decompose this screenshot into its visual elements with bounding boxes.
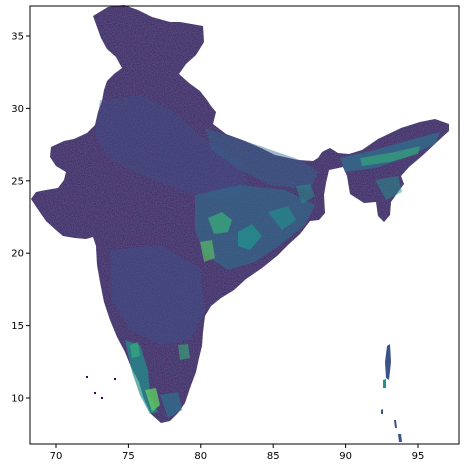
south-green-patch <box>130 342 140 358</box>
y-axis: 35 30 25 20 15 10 <box>11 32 30 405</box>
south-tip-teal <box>160 392 182 418</box>
deccan-shading <box>110 245 205 345</box>
x-tick-label: 95 <box>412 451 425 462</box>
y-tick-label: 15 <box>11 321 24 332</box>
tamil-green <box>178 344 190 360</box>
x-tick-label: 85 <box>267 451 280 462</box>
northeast-green-band <box>360 146 420 166</box>
east-highland-green-3 <box>200 240 215 262</box>
andaman-islands <box>385 344 391 380</box>
y-tick-label: 10 <box>11 394 24 405</box>
y-tick-label: 20 <box>11 249 24 260</box>
east-highland-green-4 <box>268 206 296 230</box>
northwest-shading <box>95 95 250 200</box>
y-tick-label: 25 <box>11 176 24 187</box>
x-tick-label: 90 <box>339 451 352 462</box>
lakshadweep-islands <box>86 376 116 399</box>
landmass-group <box>31 5 449 423</box>
central-plateau <box>195 185 315 270</box>
y-tick-label: 30 <box>11 104 24 115</box>
x-tick-label: 70 <box>50 451 63 462</box>
islands-group <box>86 344 402 442</box>
x-tick-label: 80 <box>194 451 207 462</box>
andaman-islands-south <box>383 379 386 388</box>
east-highland-green-1 <box>208 212 232 234</box>
axes-frame <box>29 5 460 445</box>
gangetic-shading <box>205 128 318 190</box>
kerala-green <box>145 388 160 412</box>
x-tick-label: 75 <box>122 451 135 462</box>
y-tick-label: 35 <box>11 32 24 43</box>
x-axis: 70 75 80 85 90 95 <box>50 444 425 462</box>
nicobar-islands <box>381 409 402 442</box>
east-highland-green-2 <box>238 224 262 250</box>
northeast-south-teal <box>375 176 402 200</box>
east-coast-green <box>296 184 315 204</box>
